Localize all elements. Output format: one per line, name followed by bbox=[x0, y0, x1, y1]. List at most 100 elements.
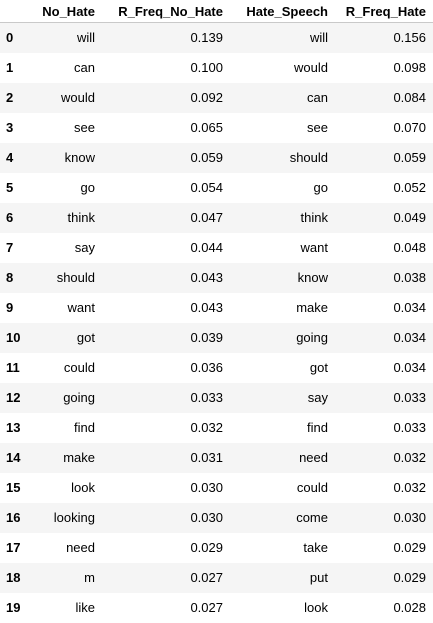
row-index: 7 bbox=[6, 240, 14, 255]
table-row: 11 could 0.036 got 0.034 bbox=[0, 352, 433, 383]
r-freq-no-hate-value: 0.100 bbox=[190, 60, 223, 75]
table-row: 0 will 0.139 will 0.156 bbox=[0, 22, 433, 53]
no-hate-word: will bbox=[76, 30, 95, 46]
hate-speech-word: can bbox=[307, 90, 328, 105]
hate-speech-word: find bbox=[307, 420, 328, 435]
r-freq-no-hate-value: 0.092 bbox=[190, 90, 223, 105]
r-freq-no-hate-value: 0.059 bbox=[190, 150, 223, 165]
no-hate-word: m bbox=[84, 570, 95, 585]
table-row: 10 got 0.039 going 0.034 bbox=[0, 322, 433, 353]
row-index: 10 bbox=[6, 330, 21, 345]
row-index: 8 bbox=[6, 270, 14, 285]
r-freq-hate-value: 0.084 bbox=[393, 90, 426, 105]
r-freq-hate-value: 0.098 bbox=[393, 60, 426, 75]
hate-speech-word: going bbox=[296, 330, 328, 345]
no-hate-word: look bbox=[71, 480, 95, 495]
row-index: 9 bbox=[6, 300, 14, 315]
no-hate-word: want bbox=[67, 300, 95, 315]
r-freq-hate-value: 0.034 bbox=[393, 360, 426, 375]
row-index: 3 bbox=[6, 120, 14, 135]
table-row: 6 think 0.047 think 0.049 bbox=[0, 202, 433, 233]
r-freq-hate-value: 0.059 bbox=[393, 150, 426, 165]
row-index: 0 bbox=[6, 30, 14, 46]
r-freq-hate-value: 0.032 bbox=[393, 480, 426, 495]
row-index: 13 bbox=[6, 420, 21, 435]
r-freq-no-hate-value: 0.029 bbox=[190, 540, 223, 555]
table-row: 16 looking 0.030 come 0.030 bbox=[0, 502, 433, 533]
r-freq-no-hate-value: 0.030 bbox=[190, 510, 223, 525]
table-row: 19 like 0.027 look 0.028 bbox=[0, 592, 433, 623]
r-freq-no-hate-value: 0.065 bbox=[190, 120, 223, 135]
table-row: 17 need 0.029 take 0.029 bbox=[0, 532, 433, 563]
hate-speech-word: got bbox=[309, 360, 328, 375]
no-hate-word: say bbox=[74, 240, 95, 255]
r-freq-no-hate-value: 0.139 bbox=[190, 30, 223, 46]
row-index: 16 bbox=[6, 510, 21, 525]
hate-speech-word: will bbox=[309, 30, 328, 46]
header-row: No_Hate R_Freq_No_Hate Hate_Speech R_Fre… bbox=[0, 0, 433, 23]
no-hate-word: see bbox=[74, 120, 95, 135]
hate-speech-word: go bbox=[313, 180, 328, 195]
row-index: 6 bbox=[6, 210, 14, 225]
hate-speech-word: take bbox=[303, 540, 328, 555]
r-freq-no-hate-value: 0.047 bbox=[190, 210, 223, 225]
no-hate-word: could bbox=[63, 360, 95, 375]
no-hate-word: know bbox=[64, 150, 95, 165]
table-row: 15 look 0.030 could 0.032 bbox=[0, 472, 433, 503]
table-row: 8 should 0.043 know 0.038 bbox=[0, 262, 433, 293]
r-freq-hate-value: 0.029 bbox=[393, 570, 426, 585]
r-freq-no-hate-value: 0.043 bbox=[190, 300, 223, 315]
r-freq-hate-value: 0.070 bbox=[393, 120, 426, 135]
r-freq-hate-value: 0.033 bbox=[393, 390, 426, 405]
r-freq-no-hate-value: 0.027 bbox=[190, 570, 223, 585]
r-freq-hate-value: 0.034 bbox=[393, 300, 426, 315]
hate-speech-word: would bbox=[294, 60, 328, 75]
hate-speech-word: see bbox=[307, 120, 328, 135]
hate-speech-word: know bbox=[297, 270, 328, 285]
row-index: 15 bbox=[6, 480, 21, 495]
r-freq-hate-value: 0.033 bbox=[393, 420, 426, 435]
r-freq-hate-value: 0.052 bbox=[393, 180, 426, 195]
table-row: 3 see 0.065 see 0.070 bbox=[0, 112, 433, 143]
row-index: 5 bbox=[6, 180, 14, 195]
header-no-hate: No_Hate bbox=[24, 0, 102, 23]
hate-speech-word: say bbox=[307, 390, 328, 405]
r-freq-no-hate-value: 0.044 bbox=[190, 240, 223, 255]
row-index: 2 bbox=[6, 90, 14, 105]
table-row: 5 go 0.054 go 0.052 bbox=[0, 172, 433, 203]
no-hate-word: looking bbox=[53, 510, 95, 525]
no-hate-word: can bbox=[74, 60, 95, 75]
hate-speech-word: put bbox=[309, 570, 328, 585]
no-hate-word: would bbox=[61, 90, 95, 105]
hate-speech-word: make bbox=[296, 300, 328, 315]
table-row: 12 going 0.033 say 0.033 bbox=[0, 382, 433, 413]
row-index: 11 bbox=[6, 360, 20, 375]
row-index: 18 bbox=[6, 570, 21, 585]
table-row: 14 make 0.031 need 0.032 bbox=[0, 442, 433, 473]
hate-speech-word: think bbox=[300, 210, 328, 225]
no-hate-word: should bbox=[56, 270, 95, 285]
row-index: 17 bbox=[6, 540, 21, 555]
hate-speech-word: come bbox=[296, 510, 328, 525]
header-index bbox=[0, 0, 24, 23]
row-index: 19 bbox=[6, 600, 21, 615]
table-row: 18 m 0.027 put 0.029 bbox=[0, 562, 433, 593]
r-freq-no-hate-value: 0.030 bbox=[190, 480, 223, 495]
r-freq-no-hate-value: 0.043 bbox=[190, 270, 223, 285]
r-freq-no-hate-value: 0.036 bbox=[190, 360, 223, 375]
no-hate-word: make bbox=[63, 450, 95, 465]
header-hate-speech: Hate_Speech bbox=[230, 0, 335, 23]
hate-speech-word: need bbox=[299, 450, 328, 465]
r-freq-no-hate-value: 0.027 bbox=[190, 600, 223, 615]
hate-speech-word: look bbox=[304, 600, 328, 615]
row-index: 4 bbox=[6, 150, 14, 165]
table-header: No_Hate R_Freq_No_Hate Hate_Speech R_Fre… bbox=[0, 0, 433, 23]
no-hate-word: going bbox=[63, 390, 95, 405]
no-hate-word: think bbox=[67, 210, 95, 225]
no-hate-word: find bbox=[74, 420, 95, 435]
no-hate-word: need bbox=[66, 540, 95, 555]
row-index: 14 bbox=[6, 450, 21, 465]
r-freq-hate-value: 0.032 bbox=[393, 450, 426, 465]
r-freq-hate-value: 0.029 bbox=[393, 540, 426, 555]
hate-speech-word: should bbox=[289, 150, 328, 165]
